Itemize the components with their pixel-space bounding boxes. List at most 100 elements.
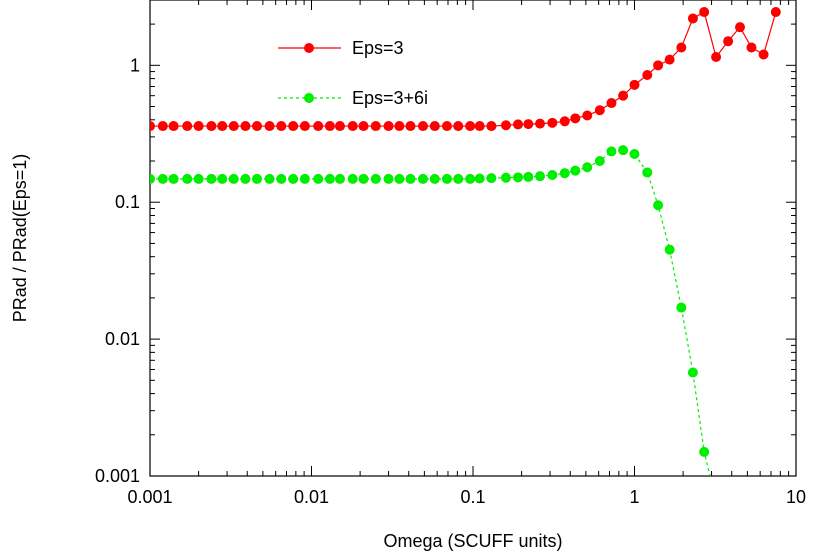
series-0 xyxy=(150,7,781,132)
data-point xyxy=(299,173,310,184)
data-point xyxy=(264,173,275,184)
data-point xyxy=(347,121,358,132)
data-point xyxy=(629,79,640,90)
data-point xyxy=(313,121,324,132)
data-point xyxy=(699,7,710,18)
data-point xyxy=(394,173,405,184)
data-point xyxy=(664,244,675,255)
data-point xyxy=(570,165,581,176)
data-point xyxy=(240,121,251,132)
data-point xyxy=(264,121,275,132)
data-point xyxy=(474,173,485,184)
data-point xyxy=(500,120,511,131)
legend-label: Eps=3 xyxy=(352,38,404,58)
data-point xyxy=(334,121,345,132)
data-point xyxy=(500,172,511,183)
data-point xyxy=(347,173,358,184)
data-point xyxy=(513,172,524,183)
y-tick-label: 1 xyxy=(130,55,140,75)
data-point xyxy=(429,121,440,132)
x-tick-label: 0.01 xyxy=(294,487,329,507)
data-point xyxy=(405,173,416,184)
data-point xyxy=(559,116,570,127)
data-point xyxy=(150,121,155,132)
data-point xyxy=(642,167,653,178)
data-point xyxy=(486,173,497,184)
data-point xyxy=(276,173,287,184)
series-line xyxy=(150,149,711,476)
data-point xyxy=(217,121,228,132)
data-point xyxy=(618,90,629,101)
data-point xyxy=(535,171,546,182)
data-point xyxy=(288,121,299,132)
data-point xyxy=(711,52,722,63)
plot-frame xyxy=(149,0,797,477)
data-point xyxy=(642,69,653,80)
data-point xyxy=(370,121,381,132)
data-point xyxy=(228,173,239,184)
x-tick-label: 0.1 xyxy=(460,487,485,507)
data-point xyxy=(370,173,381,184)
data-point xyxy=(206,121,217,132)
data-point xyxy=(664,54,675,65)
data-point xyxy=(559,168,570,179)
data-point xyxy=(606,146,617,157)
data-point xyxy=(687,367,698,378)
data-point xyxy=(383,173,394,184)
data-point xyxy=(676,42,687,53)
y-tick-label: 0.1 xyxy=(115,192,140,212)
data-point xyxy=(707,477,717,487)
data-point xyxy=(150,173,155,184)
data-point xyxy=(168,173,179,184)
legend-label: Eps=3+6i xyxy=(352,88,428,108)
data-point xyxy=(676,302,687,313)
data-point xyxy=(618,145,629,156)
data-point xyxy=(687,13,698,24)
x-tick-label: 1 xyxy=(629,487,639,507)
data-point xyxy=(594,105,605,116)
data-point xyxy=(405,121,416,132)
data-point xyxy=(453,121,464,132)
data-point xyxy=(723,36,734,47)
data-point xyxy=(465,173,476,184)
data-point xyxy=(441,121,452,132)
data-point xyxy=(206,173,217,184)
data-point xyxy=(299,121,310,132)
data-point xyxy=(417,121,428,132)
data-point xyxy=(417,173,428,184)
y-tick-label: 0.01 xyxy=(105,329,140,349)
data-point xyxy=(594,156,605,167)
data-point xyxy=(157,121,168,132)
data-point xyxy=(240,173,251,184)
data-point xyxy=(513,119,524,130)
data-point xyxy=(523,119,534,130)
data-point xyxy=(182,121,193,132)
data-point xyxy=(453,173,464,184)
data-point xyxy=(182,173,193,184)
data-point xyxy=(699,446,710,457)
x-axis-title: Omega (SCUFF units) xyxy=(383,531,562,551)
data-point xyxy=(758,49,769,60)
data-point xyxy=(770,7,781,18)
data-point xyxy=(288,173,299,184)
data-point xyxy=(168,121,179,132)
data-point xyxy=(429,173,440,184)
legend-marker xyxy=(304,93,314,103)
data-point xyxy=(486,121,497,132)
series-line xyxy=(150,11,777,127)
data-point xyxy=(582,110,593,121)
data-point xyxy=(629,148,640,159)
data-point xyxy=(252,173,263,184)
data-point xyxy=(746,42,757,53)
data-point xyxy=(313,173,324,184)
data-point xyxy=(547,170,558,181)
x-tick-label: 10 xyxy=(786,487,806,507)
x-tick-label: 0.001 xyxy=(127,487,172,507)
data-point xyxy=(228,121,239,132)
data-point xyxy=(570,113,581,124)
data-point xyxy=(324,173,335,184)
legend: Eps=3 Eps=3+6i xyxy=(278,38,428,108)
data-point xyxy=(217,173,228,184)
legend-marker xyxy=(304,43,314,53)
